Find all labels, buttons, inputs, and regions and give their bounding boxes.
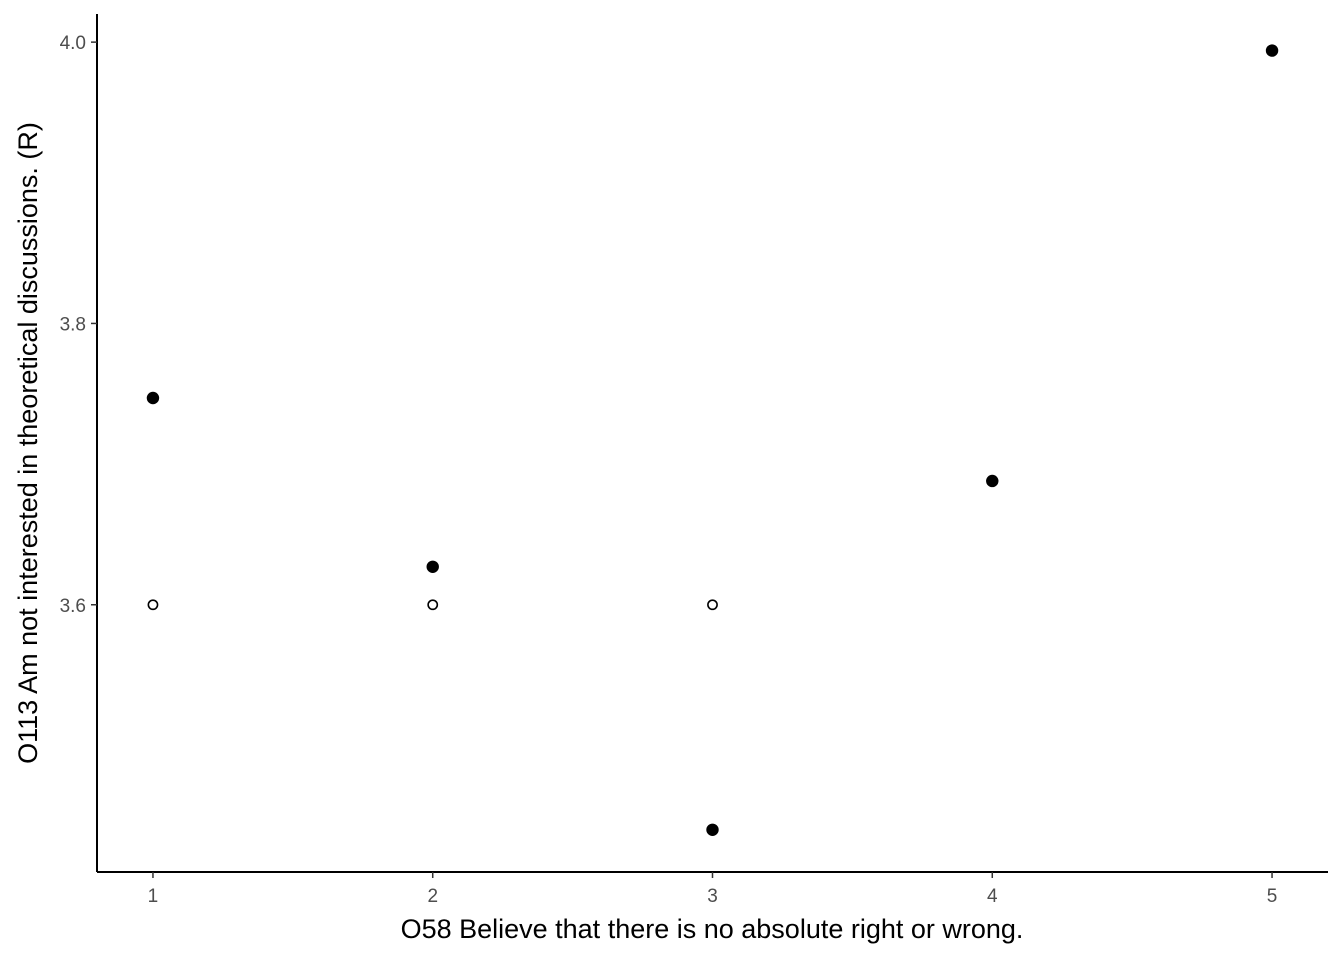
y-tick-label: 3.8 xyxy=(60,314,86,335)
filled-data-point xyxy=(146,391,160,405)
hollow-data-point xyxy=(427,599,439,611)
filled-data-point xyxy=(1265,44,1279,57)
hollow-data-point xyxy=(707,599,718,611)
x-tick-label: 1 xyxy=(148,886,159,907)
filled-data-point xyxy=(706,823,719,837)
x-tick-label: 3 xyxy=(707,886,718,907)
x-tick-label: 5 xyxy=(1267,886,1278,907)
y-axis-title: O113 Am not interested in theoretical di… xyxy=(13,122,43,764)
y-tick-label: 4.0 xyxy=(60,33,86,54)
filled-data-point xyxy=(426,560,439,573)
x-tick-label: 4 xyxy=(987,886,998,907)
x-axis-title: O58 Believe that there is no absolute ri… xyxy=(401,914,1024,944)
data-points xyxy=(146,44,1279,837)
x-tick-label: 2 xyxy=(427,886,438,907)
x-axis-ticks: 1 2 3 4 5 xyxy=(148,872,1278,907)
filled-data-point xyxy=(986,474,999,488)
y-tick-label: 3.6 xyxy=(60,596,86,617)
y-axis-ticks: 3.6 3.8 4.0 xyxy=(60,33,97,617)
hollow-data-point xyxy=(147,599,159,611)
plot-area: 3.6 3.8 4.0 1 2 3 4 5 xyxy=(60,14,1328,907)
